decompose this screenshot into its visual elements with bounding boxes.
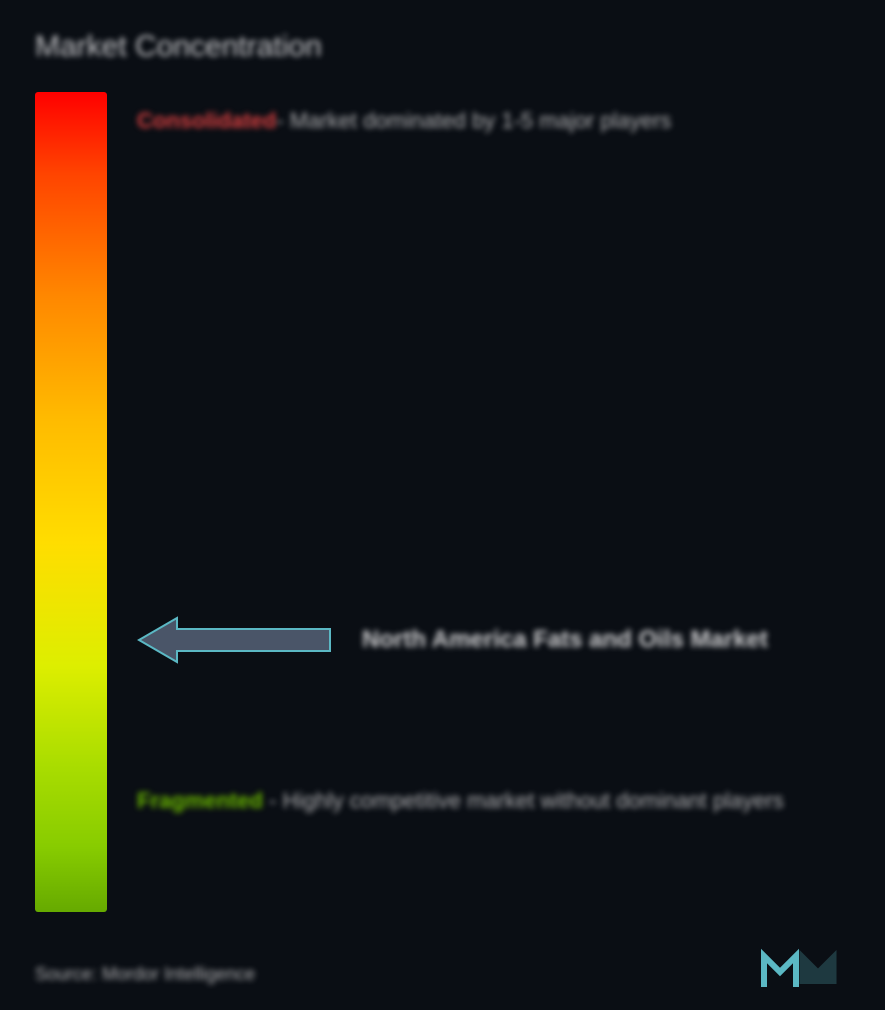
market-name: North America Fats and Oils Market bbox=[362, 621, 768, 658]
consolidated-label: Consolidated- Market dominated by 1-5 ma… bbox=[137, 92, 671, 149]
fragmented-label: Fragmented - Highly competitive market w… bbox=[137, 772, 784, 829]
consolidated-term: Consolidated bbox=[137, 108, 276, 133]
brand-logo bbox=[760, 948, 850, 988]
content-area: Consolidated- Market dominated by 1-5 ma… bbox=[35, 92, 850, 912]
labels-column: Consolidated- Market dominated by 1-5 ma… bbox=[137, 92, 850, 912]
fragmented-separator: - bbox=[263, 788, 283, 813]
fragmented-term: Fragmented bbox=[137, 788, 263, 813]
concentration-gradient-bar bbox=[35, 92, 107, 912]
arrow-icon bbox=[137, 614, 332, 666]
page-title: Market Concentration bbox=[35, 30, 850, 64]
infographic-container: Market Concentration Consolidated- Marke… bbox=[0, 0, 885, 1010]
fragmented-description: Highly competitive market without domina… bbox=[282, 788, 783, 813]
consolidated-separator: - bbox=[276, 108, 289, 133]
market-pointer-row: North America Fats and Oils Market bbox=[137, 614, 768, 666]
consolidated-description: Market dominated by 1-5 major players bbox=[290, 108, 672, 133]
source-attribution: Source: Mordor Intelligence bbox=[35, 964, 255, 985]
